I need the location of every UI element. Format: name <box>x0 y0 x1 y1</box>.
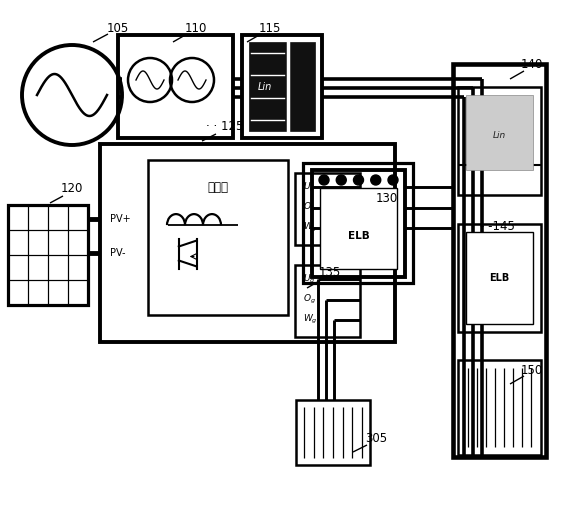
Bar <box>8 255 28 280</box>
Bar <box>249 42 315 131</box>
Text: Lin: Lin <box>258 81 272 91</box>
Text: $U_g$: $U_g$ <box>303 273 315 286</box>
Bar <box>68 205 88 230</box>
Text: 140: 140 <box>521 58 543 71</box>
Bar <box>8 205 88 305</box>
Circle shape <box>388 175 398 185</box>
Text: 305: 305 <box>365 432 387 445</box>
Text: 115: 115 <box>259 22 281 35</box>
Bar <box>28 205 48 230</box>
Bar <box>466 232 533 324</box>
Bar <box>100 144 395 342</box>
Circle shape <box>354 175 364 185</box>
Text: 150: 150 <box>521 363 543 376</box>
Bar <box>296 400 370 465</box>
Bar <box>458 87 541 195</box>
Text: $W_g$: $W_g$ <box>303 221 318 234</box>
Bar <box>48 255 68 280</box>
Bar <box>8 205 28 230</box>
Text: 135: 135 <box>319 267 341 279</box>
Bar <box>312 170 405 277</box>
Text: 逆变器: 逆变器 <box>208 182 229 194</box>
Bar <box>48 230 68 255</box>
Bar <box>320 188 397 269</box>
Circle shape <box>336 175 346 185</box>
Text: 120: 120 <box>61 183 83 195</box>
Text: ELB: ELB <box>489 273 510 283</box>
Bar <box>303 163 413 283</box>
Text: · · 125: · · 125 <box>206 121 244 133</box>
Bar <box>458 360 541 455</box>
Bar <box>68 230 88 255</box>
Bar <box>68 280 88 305</box>
Text: 110: 110 <box>185 22 207 35</box>
Circle shape <box>371 175 381 185</box>
Bar <box>48 280 68 305</box>
Text: $W_g$: $W_g$ <box>303 313 318 326</box>
Bar <box>458 224 541 332</box>
Text: PV-: PV- <box>110 248 126 258</box>
Text: - -145: - -145 <box>480 220 515 234</box>
Bar <box>8 230 28 255</box>
Text: $O_g$: $O_g$ <box>303 201 316 214</box>
Bar <box>28 255 48 280</box>
Bar <box>453 64 546 457</box>
Bar <box>8 280 28 305</box>
Text: 105: 105 <box>107 22 129 35</box>
Bar <box>28 280 48 305</box>
Circle shape <box>319 175 329 185</box>
Text: $O_g$: $O_g$ <box>303 293 316 306</box>
Bar <box>148 160 288 315</box>
Bar <box>68 255 88 280</box>
Bar <box>118 35 233 138</box>
Text: Lin: Lin <box>493 131 506 140</box>
Bar <box>295 265 360 337</box>
Bar <box>48 205 68 230</box>
Bar <box>466 95 533 170</box>
Bar <box>295 173 360 245</box>
Bar <box>242 35 322 138</box>
Text: 130: 130 <box>376 192 398 205</box>
Bar <box>28 230 48 255</box>
Text: ELB: ELB <box>347 232 369 242</box>
Text: PV+: PV+ <box>110 214 131 224</box>
Text: $U_g$: $U_g$ <box>303 181 315 194</box>
